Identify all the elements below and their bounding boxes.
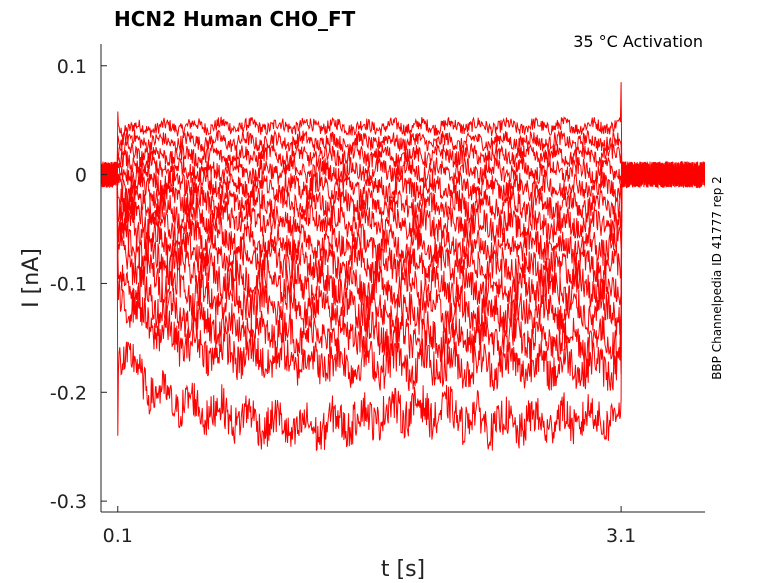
- y-ticks: 0.1 0 -0.1 -0.2 -0.3: [50, 56, 107, 513]
- series-trace-2: [101, 129, 705, 188]
- series-trace-12: [101, 160, 705, 366]
- series-trace-5: [101, 161, 705, 203]
- y-tick-label: 0.1: [57, 56, 87, 78]
- series-trace-9: [101, 161, 705, 287]
- y-tick-label: -0.1: [50, 273, 87, 295]
- series-trace-6: [101, 161, 705, 222]
- series-layer: [101, 82, 705, 451]
- chart-title: HCN2 Human CHO_FT: [114, 7, 356, 31]
- side-label: BBP Channelpedia ID 41777 rep 2: [710, 176, 724, 380]
- y-axis-label: I [nA]: [19, 248, 44, 308]
- y-tick-label: 0: [75, 165, 87, 187]
- series-trace-8: [101, 161, 705, 266]
- x-axis-label: t [s]: [381, 557, 425, 582]
- y-tick-label: -0.3: [50, 491, 87, 513]
- x-tick-label: 0.1: [103, 525, 133, 547]
- chart-annotation: 35 °C Activation: [573, 32, 703, 51]
- x-tick-label: 3.1: [606, 525, 636, 547]
- series-trace-4: [101, 148, 705, 188]
- series-trace-13: [101, 161, 705, 392]
- series-trace-10: [101, 160, 705, 311]
- series-trace-7: [101, 160, 705, 243]
- series-trace-3: [101, 140, 705, 188]
- series-trace-14: [101, 161, 705, 451]
- y-tick-label: -0.2: [50, 382, 87, 404]
- series-trace-1: [101, 82, 705, 189]
- x-ticks: 0.1 3.1: [103, 506, 636, 547]
